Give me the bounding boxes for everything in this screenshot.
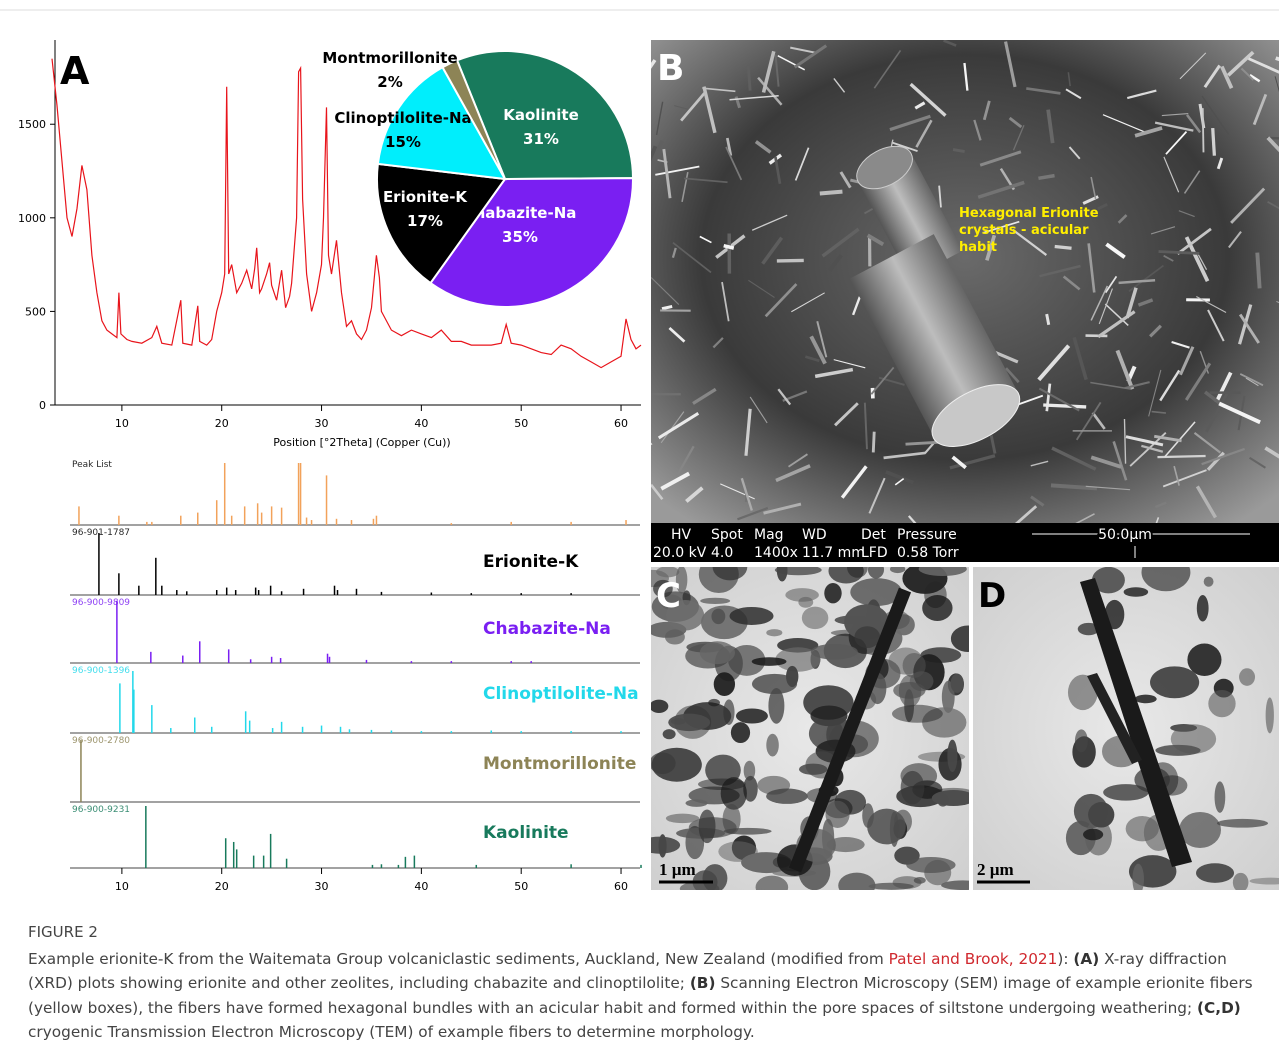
caption-text: Example erionite-K from the Waitemata Gr… xyxy=(28,947,1253,1045)
figure: Hexagonal Erionite crystals - acicular h… xyxy=(0,0,1279,915)
slice-name: Kaolinite xyxy=(503,106,579,124)
sem-info-value: 0.58 Torr xyxy=(897,545,959,561)
pattern-name: Montmorillonite xyxy=(483,754,636,774)
sem-image xyxy=(627,40,1279,549)
annotation-line: crystals - acicular xyxy=(959,223,1089,238)
x-axis-label: Position [°2Theta] (Copper (Cu)) xyxy=(273,436,450,449)
tem-image-d xyxy=(973,553,1279,894)
panel-letter: B xyxy=(657,48,684,89)
slice-label: 2% xyxy=(377,73,402,91)
caption: FIGURE 2 Example erionite-K from the Wai… xyxy=(28,920,1253,1045)
sem-scale-label: 50.0µm xyxy=(1098,527,1152,543)
caption-segment: Example erionite-K from the Waitemata Gr… xyxy=(28,950,889,968)
x-tick-label: 60 xyxy=(614,880,628,893)
x-tick-label: 40 xyxy=(414,417,428,430)
sem-info-header: Pressure xyxy=(897,527,957,543)
panel-letter: A xyxy=(60,49,90,93)
y-tick-label: 500 xyxy=(25,305,46,318)
sem-info-value: LFD xyxy=(861,545,888,561)
x-tick-label: 10 xyxy=(115,417,129,430)
pattern-code: Peak List xyxy=(72,460,112,470)
y-tick-label: 0 xyxy=(39,399,46,412)
sem-info-bar xyxy=(651,523,1279,562)
sem-info-value: 11.7 mm xyxy=(802,545,865,561)
pattern-name: Kaolinite xyxy=(483,823,569,843)
pattern-code: 96-900-9809 xyxy=(72,598,130,608)
page: {"panels":{"a":"A","b":"B","c":"C","d":"… xyxy=(0,0,1279,1057)
caption-panel-ref: (A) xyxy=(1073,950,1099,968)
panel-letter: D xyxy=(978,576,1006,616)
pattern-code: 96-901-1787 xyxy=(72,528,130,538)
slice-name: Erionite-K xyxy=(383,188,468,206)
pie-chart: Kaolinite31%Chabazite-Na35%Erionite-K17%… xyxy=(322,49,633,307)
panel-letter: C xyxy=(656,576,681,616)
sem-info-value: 4.0 xyxy=(711,545,733,561)
slice-label: 35% xyxy=(502,228,538,246)
slice-label: 31% xyxy=(523,130,559,148)
x-tick-label: 50 xyxy=(514,880,528,893)
x-tick-label: 10 xyxy=(115,880,129,893)
slice-label: 15% xyxy=(385,133,421,151)
x-tick-label: 30 xyxy=(315,880,329,893)
caption-panel-ref: (B) xyxy=(690,974,716,992)
scale-label: 2 µm xyxy=(977,860,1014,879)
caption-panel-ref: (C,D) xyxy=(1197,999,1241,1017)
pattern-name: Chabazite-Na xyxy=(483,619,611,639)
sem-info-header: HV xyxy=(671,527,692,543)
scale-label: 1 µm xyxy=(659,860,696,879)
caption-segment: ): xyxy=(1057,950,1073,968)
reference-link[interactable]: Patel and Brook, 2021 xyxy=(889,950,1058,968)
slice-name: Clinoptilolite-Na xyxy=(334,109,471,127)
annotation-line: habit xyxy=(959,240,997,255)
pattern-code: 96-900-9231 xyxy=(72,805,130,815)
sem-info-header: Spot xyxy=(711,527,743,543)
sem-info-value: 1400x xyxy=(754,545,798,561)
x-tick-label: 20 xyxy=(215,880,229,893)
x-tick-label: 40 xyxy=(414,880,428,893)
y-tick-label: 1000 xyxy=(18,212,46,225)
x-tick-label: 50 xyxy=(514,417,528,430)
pattern-code: 96-900-1396 xyxy=(72,666,130,676)
slice-label: 17% xyxy=(407,212,443,230)
x-tick-label: 20 xyxy=(215,417,229,430)
sem-info-header: WD xyxy=(802,527,827,543)
caption-label: FIGURE 2 xyxy=(28,920,1253,945)
annotation-line: Hexagonal Erionite xyxy=(959,206,1099,221)
slice-name: Montmorillonite xyxy=(322,49,457,67)
pattern-name: Erionite-K xyxy=(483,552,579,572)
sem-info-header: Det xyxy=(861,527,886,543)
stick-patterns: Peak List 96-901-1787 Erionite-K 96-900-980… xyxy=(70,460,641,893)
y-tick-label: 1500 xyxy=(18,118,46,131)
sem-info-value: 20.0 kV xyxy=(653,545,707,561)
pattern-code: 96-900-2780 xyxy=(72,736,130,746)
sem-info-header: Mag xyxy=(754,527,784,543)
x-tick-label: 60 xyxy=(614,417,628,430)
caption-segment: cryogenic Transmission Electron Microsco… xyxy=(28,1023,755,1041)
pattern-name: Clinoptilolite-Na xyxy=(483,684,639,704)
tem-image-c xyxy=(635,554,984,899)
x-tick-label: 30 xyxy=(315,417,329,430)
